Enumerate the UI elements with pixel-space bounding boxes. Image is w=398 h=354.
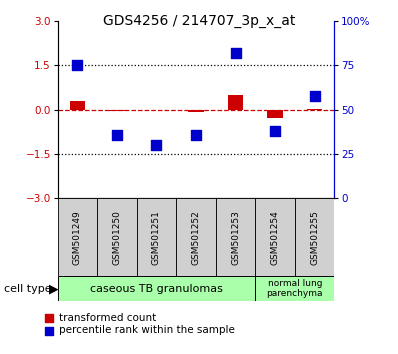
Legend: transformed count, percentile rank within the sample: transformed count, percentile rank withi… xyxy=(45,313,234,335)
Bar xyxy=(70,102,86,110)
Bar xyxy=(216,198,255,276)
Bar xyxy=(188,110,204,112)
Point xyxy=(232,50,239,56)
Bar xyxy=(97,198,137,276)
Text: normal lung
parenchyma: normal lung parenchyma xyxy=(267,279,323,298)
Bar xyxy=(255,198,295,276)
Text: GSM501255: GSM501255 xyxy=(310,210,319,265)
Bar xyxy=(295,198,334,276)
Bar xyxy=(58,276,255,301)
Text: GDS4256 / 214707_3p_x_at: GDS4256 / 214707_3p_x_at xyxy=(103,14,295,28)
Point xyxy=(272,128,278,134)
Text: GSM501253: GSM501253 xyxy=(231,210,240,265)
Text: GSM501249: GSM501249 xyxy=(73,210,82,264)
Point xyxy=(114,132,120,137)
Text: GSM501254: GSM501254 xyxy=(271,210,279,264)
Bar xyxy=(255,276,334,301)
Point xyxy=(193,132,199,137)
Point xyxy=(311,93,318,98)
Text: ▶: ▶ xyxy=(49,282,59,295)
Bar xyxy=(228,95,244,110)
Point xyxy=(153,142,160,148)
Bar xyxy=(58,198,97,276)
Bar xyxy=(176,198,216,276)
Text: cell type: cell type xyxy=(4,284,52,293)
Bar xyxy=(267,110,283,118)
Bar xyxy=(137,198,176,276)
Text: GSM501250: GSM501250 xyxy=(113,210,121,265)
Text: GSM501251: GSM501251 xyxy=(152,210,161,265)
Text: GSM501252: GSM501252 xyxy=(191,210,201,264)
Bar xyxy=(307,109,322,110)
Text: caseous TB granulomas: caseous TB granulomas xyxy=(90,284,223,293)
Point xyxy=(74,63,81,68)
